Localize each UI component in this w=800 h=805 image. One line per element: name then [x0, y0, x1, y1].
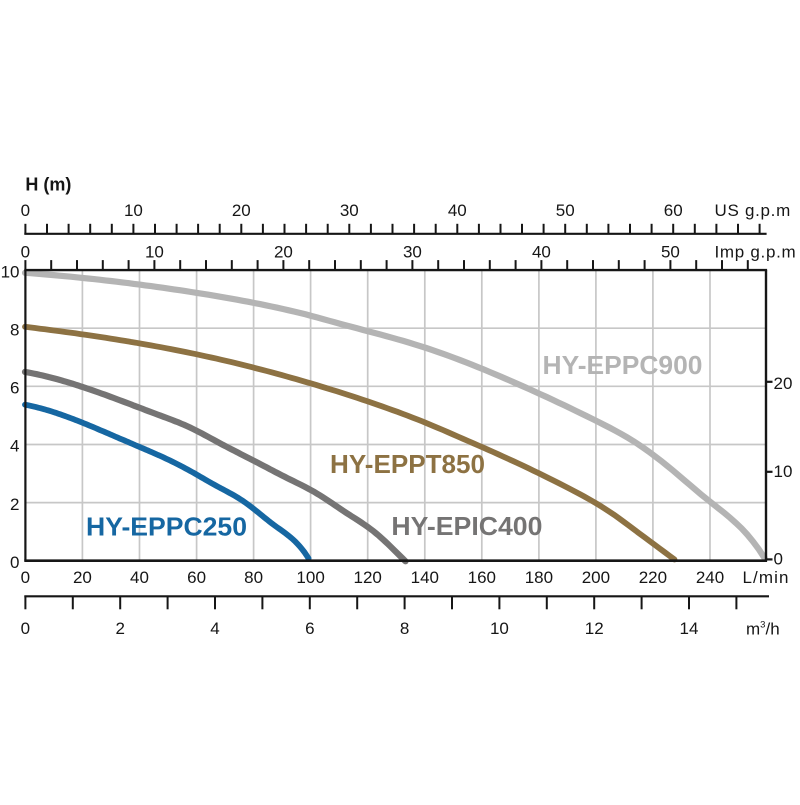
svg-text:20: 20	[232, 201, 251, 220]
svg-text:120: 120	[354, 568, 382, 587]
svg-text:10: 10	[490, 619, 509, 638]
svg-text:10: 10	[145, 242, 164, 261]
svg-text:H (m): H (m)	[25, 174, 71, 194]
svg-text:20: 20	[274, 242, 293, 261]
svg-text:Imp g.p.m: Imp g.p.m	[715, 242, 797, 261]
svg-text:240: 240	[696, 568, 724, 587]
svg-text:US g.p.m: US g.p.m	[715, 201, 791, 220]
svg-text:2: 2	[10, 495, 19, 514]
svg-text:L/min: L/min	[743, 568, 790, 587]
svg-text:50: 50	[661, 242, 680, 261]
svg-text:0: 0	[21, 201, 30, 220]
svg-text:4: 4	[10, 437, 19, 456]
svg-text:0: 0	[774, 549, 783, 568]
svg-text:20: 20	[73, 568, 92, 587]
svg-text:HY-EPIC400: HY-EPIC400	[391, 511, 542, 541]
svg-text:0: 0	[21, 619, 30, 638]
svg-text:HY-EPPC250: HY-EPPC250	[86, 512, 247, 542]
svg-text:160: 160	[468, 568, 496, 587]
svg-text:8: 8	[400, 619, 409, 638]
svg-text:0: 0	[21, 242, 30, 261]
svg-text:60: 60	[664, 201, 683, 220]
svg-text:180: 180	[525, 568, 553, 587]
svg-text:220: 220	[639, 568, 667, 587]
svg-text:10: 10	[124, 201, 143, 220]
svg-text:2: 2	[115, 619, 124, 638]
svg-text:80: 80	[244, 568, 263, 587]
svg-text:30: 30	[403, 242, 422, 261]
svg-text:40: 40	[130, 568, 149, 587]
svg-text:40: 40	[448, 201, 467, 220]
svg-text:200: 200	[582, 568, 610, 587]
svg-text:100: 100	[296, 568, 324, 587]
svg-text:0: 0	[21, 568, 30, 587]
svg-text:6: 6	[10, 379, 19, 398]
svg-text:HY-EPPT850: HY-EPPT850	[330, 449, 485, 479]
svg-text:140: 140	[411, 568, 439, 587]
svg-text:HY-EPPC900: HY-EPPC900	[543, 350, 703, 380]
svg-text:50: 50	[556, 201, 575, 220]
svg-text:6: 6	[305, 619, 314, 638]
svg-text:30: 30	[340, 201, 359, 220]
svg-text:m3/h: m3/h	[746, 619, 780, 638]
svg-text:8: 8	[10, 320, 19, 339]
svg-text:10: 10	[1, 262, 20, 281]
svg-text:4: 4	[210, 619, 219, 638]
svg-text:14: 14	[680, 619, 699, 638]
svg-text:12: 12	[585, 619, 604, 638]
svg-text:10: 10	[774, 462, 793, 481]
svg-text:40: 40	[532, 242, 551, 261]
svg-text:60: 60	[187, 568, 206, 587]
svg-text:0: 0	[10, 553, 19, 572]
svg-text:20: 20	[774, 374, 793, 393]
